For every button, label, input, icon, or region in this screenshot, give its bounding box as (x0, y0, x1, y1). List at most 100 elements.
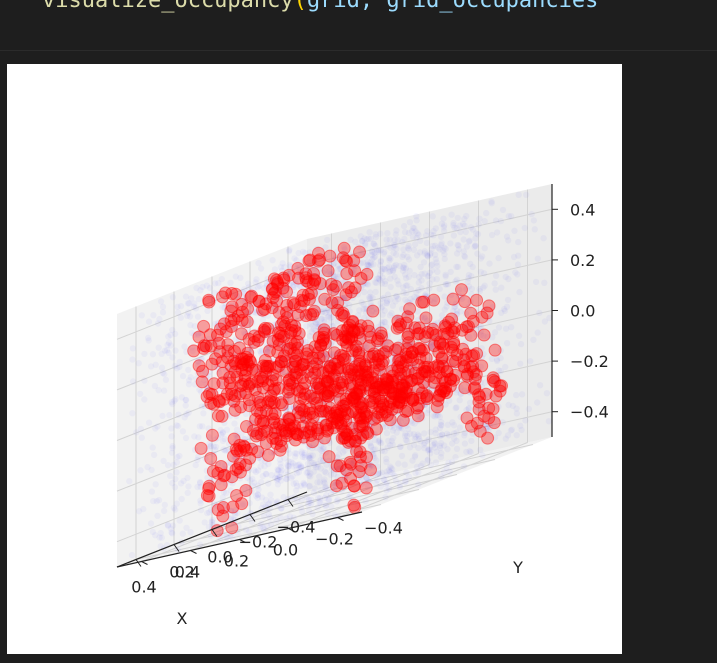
occupied-point (432, 366, 446, 380)
unoccupied-point (395, 296, 401, 302)
occupied-point (311, 346, 325, 360)
occupied-point (356, 397, 370, 411)
occupied-point (301, 344, 315, 357)
unoccupied-point (129, 356, 135, 362)
unoccupied-point (401, 265, 407, 271)
occupied-point (213, 395, 226, 409)
unoccupied-point (172, 484, 178, 490)
occupied-point (401, 404, 415, 418)
occupied-point (432, 389, 446, 403)
occupied-point (444, 340, 458, 354)
occupied-point (433, 337, 447, 351)
occupied-point (328, 406, 342, 420)
occupied-point (225, 300, 239, 314)
occupied-point (313, 381, 327, 394)
unoccupied-point (368, 444, 374, 450)
unoccupied-point (471, 244, 477, 250)
occupied-point (306, 307, 320, 321)
occupied-point (366, 304, 380, 318)
occupied-point (367, 387, 381, 401)
occupied-point (342, 331, 356, 345)
occupied-point (275, 423, 289, 437)
occupied-point (218, 468, 232, 482)
occupied-point (254, 370, 268, 384)
unoccupied-point (505, 402, 511, 408)
occupied-point (347, 498, 361, 512)
occupied-point (197, 339, 211, 353)
occupied-point (213, 345, 227, 359)
occupied-point (277, 271, 291, 285)
occupied-point (376, 381, 390, 394)
unoccupied-point (198, 507, 204, 513)
occupied-point (398, 366, 412, 380)
occupied-point (467, 349, 481, 362)
occupied-point (316, 366, 330, 380)
occupied-point (408, 321, 422, 335)
occupied-point (311, 427, 325, 441)
occupied-point (346, 405, 360, 418)
occupied-point (209, 352, 222, 366)
unoccupied-point (414, 235, 420, 241)
unoccupied-point (188, 295, 194, 301)
occupied-point (335, 324, 349, 338)
occupied-point (359, 378, 372, 392)
occupied-point (259, 297, 273, 311)
occupied-point (237, 357, 250, 371)
occupied-point (390, 321, 404, 335)
occupied-point (236, 358, 250, 372)
occupied-point (260, 361, 274, 375)
occupied-point (268, 426, 282, 440)
occupied-point (320, 375, 334, 389)
occupied-point (217, 392, 231, 406)
y-tick-label: 0.4 (175, 563, 200, 582)
unoccupied-point (334, 498, 340, 504)
occupied-point (394, 390, 408, 404)
occupied-point (228, 344, 241, 358)
occupied-point (367, 385, 381, 399)
occupied-point (347, 390, 361, 404)
unoccupied-point (170, 294, 176, 300)
unoccupied-point (461, 432, 467, 438)
unoccupied-point (505, 237, 511, 243)
occupied-point (314, 382, 328, 396)
occupied-point (302, 254, 316, 268)
x-tick-label: 0.2 (169, 563, 194, 582)
occupied-point (335, 431, 349, 445)
unoccupied-point (544, 390, 550, 396)
notebook-code-cell[interactable]: visualize_occupancy(grid, grid_occupanci… (0, 0, 717, 51)
occupied-point (354, 377, 368, 391)
occupied-point (390, 400, 404, 414)
occupied-point (337, 309, 351, 323)
occupied-point (359, 407, 373, 421)
occupied-point (441, 327, 455, 341)
occupied-point (346, 314, 360, 328)
occupied-point (339, 414, 353, 428)
occupied-point (279, 426, 293, 440)
occupied-point (330, 416, 344, 430)
occupied-point (211, 503, 225, 517)
occupied-point (357, 405, 371, 419)
occupied-point (297, 404, 311, 418)
unoccupied-point (311, 490, 317, 496)
occupied-point (274, 355, 288, 368)
occupied-point (297, 430, 310, 444)
occupied-point (448, 368, 462, 382)
occupied-point (368, 356, 382, 370)
unoccupied-point (443, 273, 449, 279)
occupied-point (447, 325, 461, 339)
occupied-point (197, 341, 210, 355)
x-axis-label: X (177, 609, 188, 628)
occupied-point (227, 354, 241, 368)
occupied-point (367, 376, 381, 390)
occupied-point (254, 406, 268, 420)
occupied-point (446, 354, 460, 368)
axis-tick-labels: −0.4−0.20.00.20.4−0.4−0.20.00.20.4−0.4−0… (131, 200, 609, 596)
occupied-point (411, 399, 425, 413)
unoccupied-point (146, 319, 152, 325)
occupied-point (242, 393, 256, 407)
occupied-point (308, 274, 322, 288)
occupied-point (415, 367, 429, 380)
unoccupied-point (299, 509, 305, 515)
unoccupied-point (372, 279, 378, 285)
unoccupied-point (173, 422, 179, 428)
